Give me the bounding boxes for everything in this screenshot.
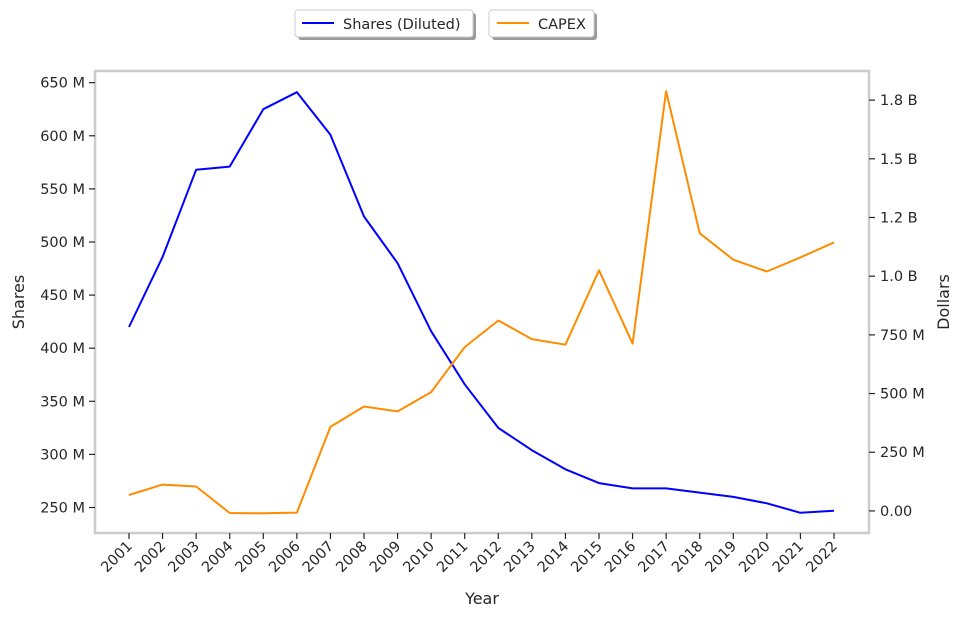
x-tick-label: 2014 [535,539,572,576]
plot-frame [93,69,871,535]
x-tick-label: 2001 [98,539,135,576]
x-tick-label: 2021 [770,539,807,576]
x-tick-label: 2011 [434,539,471,576]
x-tick-label: 2003 [166,539,203,576]
right-tick-label: 1.8 B [880,93,918,109]
right-axis: 0.00 250 M 500 M 750 M 1.0 B 1.2 B 1.5 B 1.8 B [869,93,925,520]
left-tick-label: 650 M [40,76,85,92]
legend: Shares (Diluted) CAPEX [294,9,597,40]
x-tick-label: 2013 [501,539,538,576]
left-tick-label: 300 M [40,447,85,463]
x-tick-label: 2004 [199,539,236,576]
x-tick-label: 2020 [736,539,773,576]
legend-label-shares: Shares (Diluted) [343,17,461,33]
right-tick-label: 1.5 B [880,152,918,168]
x-tick-label: 2005 [233,539,270,576]
x-tick-label: 2002 [132,539,169,576]
right-axis-label: Dollars [934,274,953,330]
left-tick-label: 600 M [40,129,85,145]
left-tick-label: 500 M [40,235,85,251]
right-tick-label: 750 M [880,328,925,344]
left-tick-label: 450 M [40,288,85,304]
right-tick-label: 1.2 B [880,210,918,226]
x-tick-label: 2006 [266,539,303,576]
right-tick-label: 0.00 [880,504,912,520]
x-tick-label: 2008 [333,539,370,576]
x-axis: 2001200220032004200520062007200820092010… [98,533,841,576]
x-axis-label: Year [464,589,499,608]
right-tick-label: 250 M [880,445,925,461]
legend-label-capex: CAPEX [538,17,586,33]
legend-entry-capex: CAPEX [488,9,597,40]
x-tick-label: 2022 [803,539,840,576]
right-tick-label: 500 M [880,387,925,403]
x-tick-label: 2007 [300,539,337,576]
left-tick-label: 350 M [40,394,85,410]
series-line-capex [128,90,835,515]
left-tick-label: 250 M [40,501,85,517]
x-tick-label: 2018 [669,539,706,576]
series-line-shares [128,91,835,514]
left-axis-label: Shares [9,275,28,330]
legend-entry-shares: Shares (Diluted) [294,9,476,40]
left-tick-label: 550 M [40,182,85,198]
x-tick-label: 2010 [401,539,438,576]
x-tick-label: 2015 [568,539,605,576]
left-tick-label: 400 M [40,341,85,357]
x-tick-label: 2012 [468,539,505,576]
x-tick-label: 2017 [636,539,673,576]
x-tick-label: 2019 [703,539,740,576]
series-layer [128,90,835,515]
x-tick-label: 2016 [602,539,639,576]
x-tick-label: 2009 [367,539,404,576]
left-axis: 250 M 300 M 350 M 400 M 450 M 500 M 550 M 600 M… [40,76,95,517]
right-tick-label: 1.0 B [880,269,918,285]
